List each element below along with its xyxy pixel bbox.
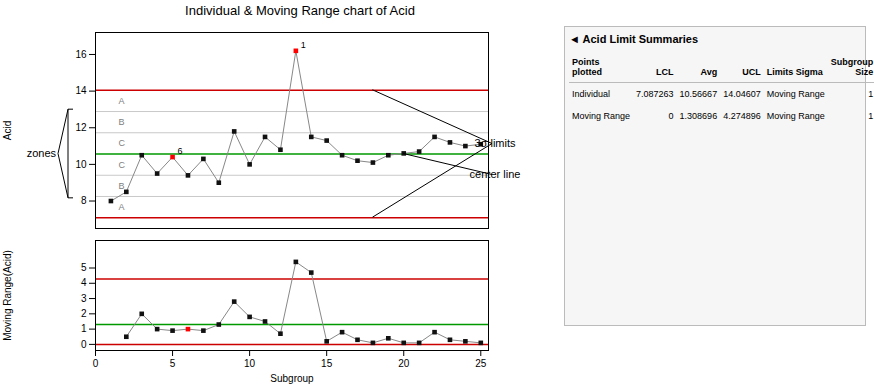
svg-text:0: 0 [93,358,99,369]
html-text:UCL: UCL [742,67,761,77]
svg-text:12: 12 [75,122,87,133]
svg-text:0: 0 [81,339,87,350]
svg-text:zones: zones [27,147,57,159]
svg-text:20: 20 [398,358,410,369]
svg-text:3: 3 [81,293,87,304]
html-text:Subgroup Size: Subgroup Size [830,57,874,77]
html-text:Points plotted: Points plotted [572,57,602,77]
svg-text:1: 1 [301,40,306,50]
svg-text:A: A [119,96,125,106]
svg-text:10: 10 [75,159,87,170]
svg-text:2: 2 [81,308,87,319]
svg-text:8: 8 [81,195,87,206]
svg-text:4: 4 [81,277,87,288]
svg-text:5: 5 [81,262,87,273]
svg-text:B: B [119,117,125,127]
svg-text:center line: center line [470,168,521,180]
svg-text:Acid: Acid [2,121,13,140]
svg-text:Subgroup: Subgroup [270,373,314,384]
html-text:◄ Acid Limit Summaries: ◄ Acid Limit Summaries [569,33,699,45]
html-text:1.308696: 1.308696 [679,111,718,121]
svg-text:15: 15 [321,358,333,369]
html-text:Avg: Avg [700,67,718,77]
svg-text:14: 14 [75,85,87,96]
svg-text:3σ limits: 3σ limits [474,137,516,149]
html-text:0: 0 [668,111,674,121]
html-text:1: 1 [868,111,874,121]
html-text:10.56667: 10.56667 [679,89,718,99]
html-text:4.274896: 4.274896 [723,111,761,121]
html-text:Limits Sigma: Limits Sigma [766,67,823,77]
svg-text:Moving Range(Acid): Moving Range(Acid) [2,250,13,341]
html-text:Individual & Moving Range char: Individual & Moving Range chart of Acid [185,3,415,18]
html-text:7.087263: 7.087263 [636,89,674,99]
svg-text:25: 25 [475,358,487,369]
svg-text:1: 1 [81,323,87,334]
html-text:Individual: Individual [572,89,610,99]
svg-text:6: 6 [178,146,183,156]
html-text:1: 1 [868,89,874,99]
svg-text:B: B [119,181,125,191]
html-text:14.04607: 14.04607 [723,89,761,99]
svg-text:C: C [119,160,126,170]
svg-text:A: A [119,202,125,212]
svg-text:16: 16 [75,49,87,60]
svg-text:5: 5 [170,358,176,369]
html-text:Moving Range: Moving Range [766,89,825,99]
svg-text:10: 10 [244,358,256,369]
html-text:Moving Range: Moving Range [766,111,825,121]
html-text:LCL: LCL [656,67,674,77]
html-text:Moving Range: Moving Range [572,111,630,121]
svg-text:C: C [119,138,126,148]
